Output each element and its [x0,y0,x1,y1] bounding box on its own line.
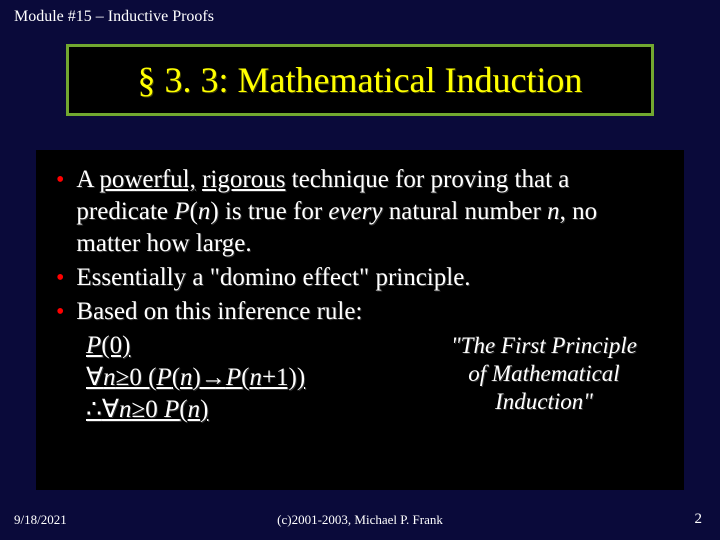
bullet-text-3: Based on this inference rule: [76,296,362,328]
bullet-item: • Based on this inference rule: [56,296,664,328]
body-box: • A powerful, rigorous technique for pro… [36,150,684,490]
bullet-item: • A powerful, rigorous technique for pro… [56,164,664,260]
bullet-dot-icon: • [56,164,64,196]
footer-page-number: 2 [695,511,703,528]
principle-note: "The First Principle of Mathematical Ind… [434,332,654,416]
footer-date: 9/18/2021 [14,512,67,528]
module-header: Module #15 – Inductive Proofs [14,8,214,26]
bullet-dot-icon: • [56,262,64,294]
bullet-text-1: A powerful, rigorous technique for provi… [76,164,664,260]
bullet-dot-icon: • [56,296,64,328]
slide-title: § 3. 3: Mathematical Induction [138,59,583,101]
inference-rule: P(0) ∀n≥0 (P(n)→P(n+1)) ∴∀n≥0 P(n) "The … [86,330,664,426]
footer-copyright: (c)2001-2003, Michael P. Frank [277,512,443,528]
title-box: § 3. 3: Mathematical Induction [66,44,654,116]
bullet-item: • Essentially a "domino effect" principl… [56,262,664,294]
bullet-text-2: Essentially a "domino effect" principle. [76,262,470,294]
